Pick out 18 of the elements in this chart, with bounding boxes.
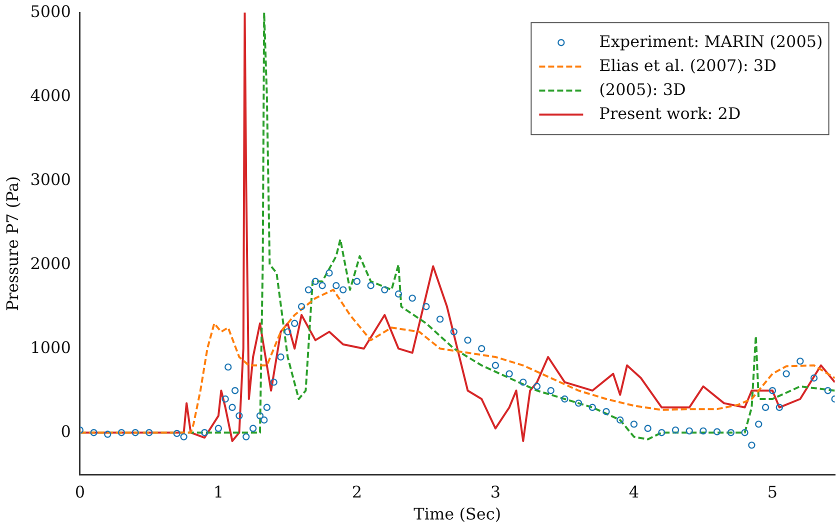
y-tick-label: 0	[60, 422, 71, 441]
y-tick-label: 5000	[30, 2, 71, 21]
x-tick-label: 5	[767, 482, 778, 502]
y-tick-label: 4000	[30, 86, 71, 105]
x-tick-label: 1	[213, 482, 224, 502]
legend-label: Experiment: MARIN (2005)	[599, 32, 823, 51]
y-tick-label: 1000	[30, 338, 71, 357]
legend-label: (2005): 3D	[599, 80, 686, 99]
x-tick-label: 3	[490, 482, 501, 502]
y-tick-label: 2000	[30, 254, 71, 273]
x-axis-title: Time (Sec)	[414, 504, 502, 524]
y-axis-title: Pressure P7 (Pa)	[2, 176, 22, 312]
legend-label: Elias et al. (2007): 3D	[599, 56, 776, 75]
y-tick-label: 3000	[30, 170, 71, 189]
x-tick-label: 4	[628, 482, 640, 502]
x-tick-label: 0	[74, 482, 86, 502]
x-tick-label: 2	[352, 482, 362, 502]
legend-label: Present work: 2D	[599, 104, 741, 123]
